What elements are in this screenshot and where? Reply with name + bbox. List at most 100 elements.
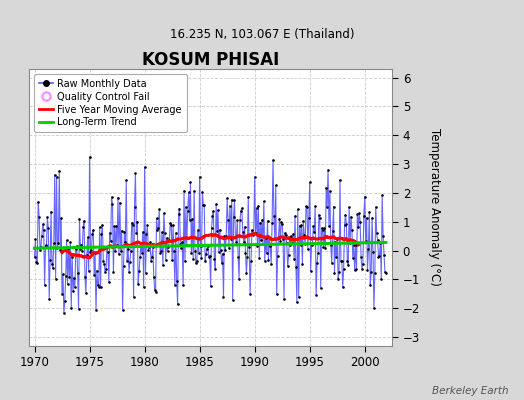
Point (290, 256, 298, 262)
Point (158, 229, 166, 236)
Point (40, 282, 49, 288)
Point (199, 202, 208, 209)
Point (51, 276, 60, 282)
Point (141, 270, 150, 276)
Point (130, 204, 139, 210)
Point (62, 237, 71, 244)
Point (104, 248, 112, 255)
Point (30, 254, 39, 260)
Point (138, 228, 147, 235)
Point (212, 200, 220, 207)
Point (47, 208, 55, 215)
Point (41, 242, 50, 249)
Point (204, 243, 212, 250)
Point (289, 231, 298, 238)
Point (36, 247, 44, 253)
Y-axis label: Temperature Anomaly (°C): Temperature Anomaly (°C) (428, 128, 441, 286)
Point (89, 226, 97, 233)
Point (249, 232, 257, 239)
Point (312, 292, 320, 298)
Point (362, 238, 370, 244)
Point (277, 218, 286, 225)
Point (67, 305, 75, 312)
Point (171, 230, 180, 236)
Point (293, 206, 302, 212)
Point (176, 241, 184, 247)
Point (259, 241, 267, 247)
Point (44, 225, 52, 231)
Point (57, 215, 66, 222)
Point (232, 239, 241, 245)
Point (329, 228, 337, 234)
Point (187, 250, 195, 256)
Point (304, 246, 312, 252)
Point (264, 257, 272, 264)
Point (265, 234, 274, 240)
Point (134, 280, 143, 287)
Point (357, 254, 365, 260)
Point (203, 246, 211, 252)
Point (366, 282, 375, 288)
Point (101, 269, 110, 276)
Point (34, 198, 42, 205)
Point (304, 214, 313, 221)
Point (211, 266, 220, 272)
Point (70, 275, 78, 281)
Point (79, 224, 88, 230)
Legend: Raw Monthly Data, Quality Control Fail, Five Year Moving Average, Long-Term Tren: Raw Monthly Data, Quality Control Fail, … (34, 74, 187, 132)
Point (103, 244, 111, 250)
Point (48, 261, 56, 268)
Point (189, 256, 198, 262)
Point (246, 290, 254, 297)
Point (343, 258, 352, 264)
Point (162, 235, 171, 241)
Point (370, 305, 378, 311)
Point (263, 250, 271, 256)
Point (152, 215, 161, 222)
Point (219, 250, 227, 257)
Point (206, 282, 215, 289)
Point (52, 174, 61, 180)
Point (297, 222, 305, 228)
Text: 16.235 N, 103.067 E (Thailand): 16.235 N, 103.067 E (Thailand) (170, 28, 354, 41)
Point (223, 195, 231, 202)
Point (330, 270, 339, 276)
Point (68, 253, 77, 260)
Point (274, 253, 282, 259)
Point (291, 213, 299, 219)
Point (313, 260, 321, 266)
Point (374, 254, 383, 260)
Point (194, 250, 203, 256)
Point (127, 220, 136, 226)
Point (339, 284, 347, 290)
Point (73, 270, 82, 276)
Point (214, 207, 222, 213)
Point (131, 170, 139, 176)
Point (191, 248, 199, 254)
Point (252, 230, 260, 236)
Point (144, 246, 152, 253)
Point (353, 211, 362, 218)
Point (210, 255, 219, 262)
Point (83, 234, 92, 240)
Point (84, 268, 93, 274)
Point (125, 269, 133, 275)
Point (127, 248, 135, 254)
Point (182, 242, 191, 248)
Point (344, 262, 353, 268)
Point (69, 288, 77, 294)
Point (242, 270, 250, 276)
Point (113, 242, 121, 248)
Point (32, 259, 40, 266)
Point (354, 224, 363, 230)
Point (105, 278, 113, 285)
Point (234, 254, 242, 260)
Point (42, 242, 51, 248)
Point (75, 216, 84, 222)
Point (376, 240, 385, 246)
Point (248, 227, 256, 233)
Point (219, 294, 227, 300)
Point (167, 222, 176, 228)
Point (381, 269, 389, 275)
Point (213, 227, 221, 234)
